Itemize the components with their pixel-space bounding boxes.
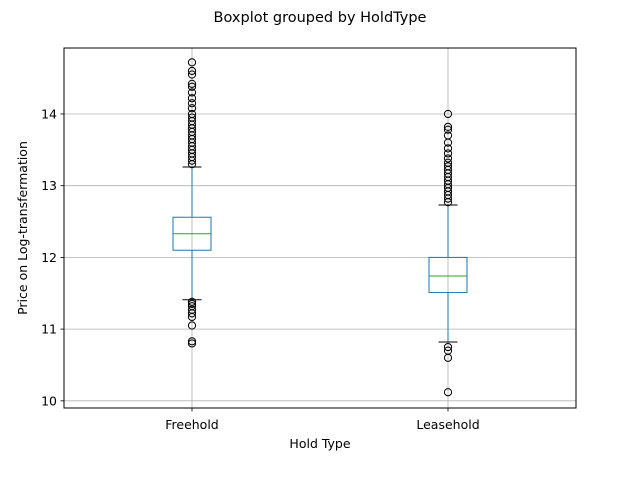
outlier-point: [443, 122, 453, 131]
outlier-point: [443, 125, 453, 134]
y-tick-label: 11: [41, 322, 57, 337]
outlier-point: [187, 297, 197, 306]
outlier-point: [443, 158, 453, 167]
outlier-point: [187, 94, 197, 103]
outlier-point: [187, 79, 197, 88]
outlier-point: [443, 162, 453, 171]
plot-frame: [63, 47, 577, 409]
outlier-point: [187, 305, 197, 314]
outlier-point: [443, 144, 453, 153]
grid-layer: [64, 48, 576, 408]
outlier-point: [187, 109, 197, 119]
outlier-point: [443, 388, 453, 397]
y-tick-label: 14: [41, 106, 57, 121]
tick-layer: 10 11 12 13 14 Freehold Leasehold: [41, 106, 480, 432]
box-group: [428, 109, 468, 397]
outlier-point: [187, 113, 197, 122]
outlier-point: [443, 154, 453, 163]
chart-title: Boxplot grouped by HoldType: [214, 10, 427, 26]
outlier-point: [187, 66, 197, 76]
outlier-point: [443, 346, 453, 355]
x-axis-label: Hold Type: [289, 436, 350, 451]
outlier-point: [187, 58, 197, 67]
outlier-point: [443, 149, 453, 158]
outlier-point: [187, 302, 197, 311]
y-axis-label: Price on Log-transfermation: [15, 141, 30, 315]
outlier-point: [187, 99, 197, 108]
outlier-point: [443, 131, 453, 140]
box-layer: [172, 58, 468, 397]
outlier-point: [187, 337, 197, 346]
y-tick-label: 10: [41, 393, 57, 408]
outlier-point: [187, 70, 197, 79]
iqr-box: [428, 256, 468, 294]
outlier-point: [443, 342, 453, 352]
outlier-point: [187, 104, 197, 113]
outlier-point: [443, 109, 453, 119]
outlier-point: [187, 82, 197, 91]
x-tick-label: Leasehold: [416, 417, 479, 432]
outlier-point: [187, 88, 197, 97]
outlier-point: [187, 321, 197, 330]
y-tick-label: 13: [41, 178, 57, 193]
box-group: [172, 58, 212, 348]
x-tick-label: Freehold: [165, 417, 219, 432]
y-tick-label: 12: [41, 250, 57, 265]
outlier-point: [187, 299, 197, 309]
outlier-point: [187, 339, 197, 348]
